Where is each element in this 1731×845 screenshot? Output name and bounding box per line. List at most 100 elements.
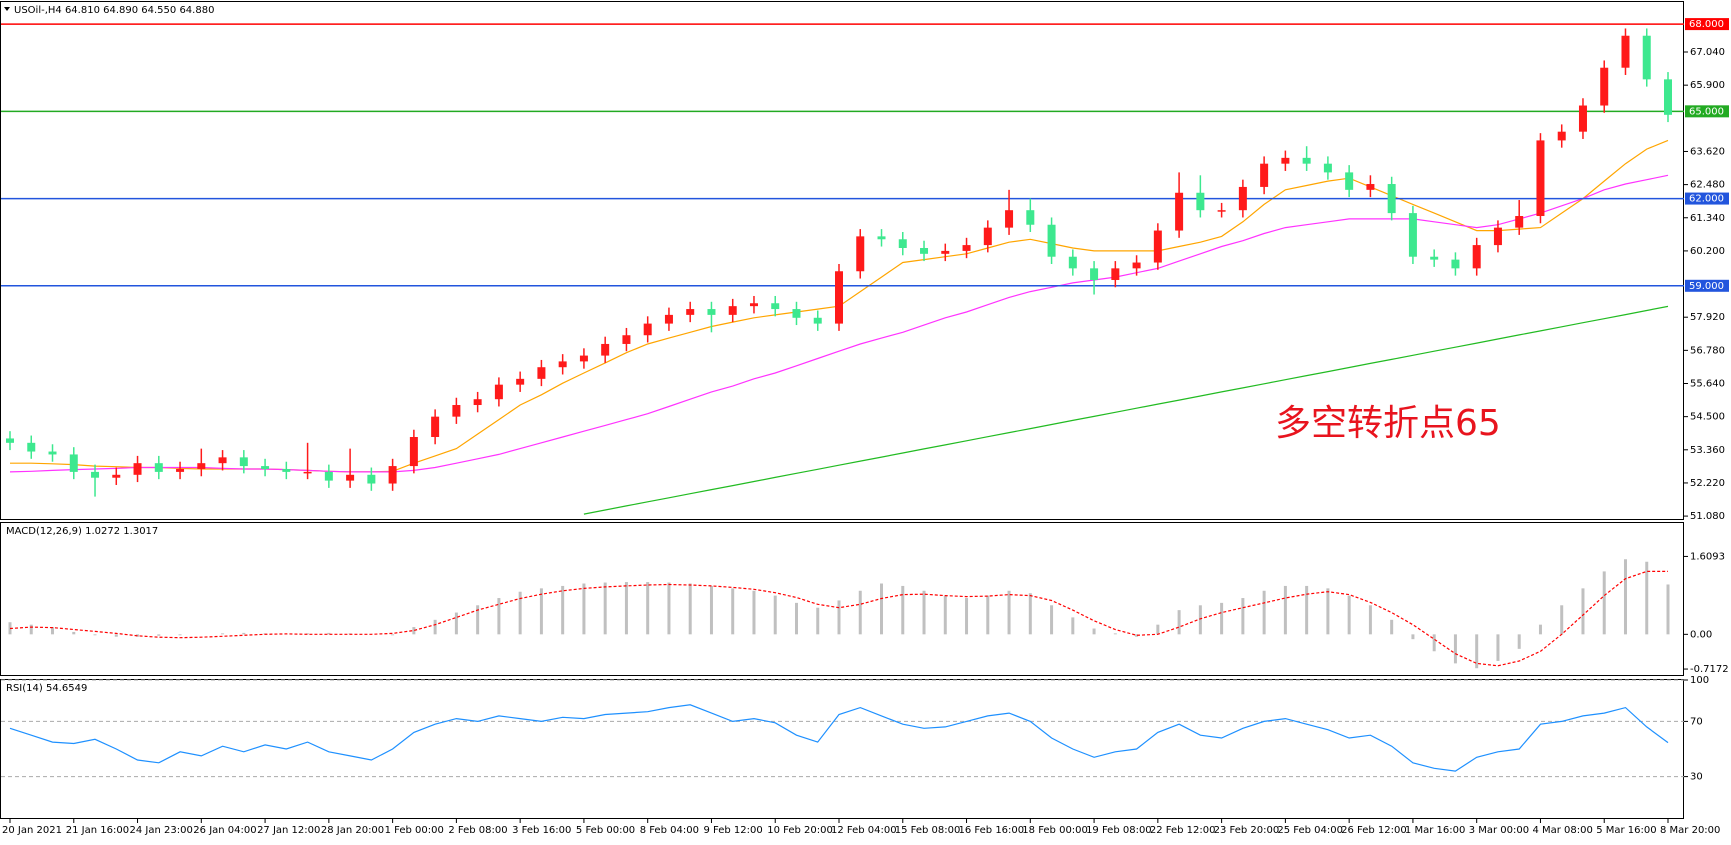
x-tick-label: 15 Feb 08:00: [895, 825, 961, 836]
candle-body: [1664, 79, 1672, 115]
candle-body: [1578, 105, 1587, 132]
candle-body: [1345, 172, 1354, 190]
x-tick-label: 10 Feb 20:00: [767, 825, 833, 836]
macd-panel: [0, 522, 1684, 676]
candle-body: [813, 317, 822, 324]
y-tick-label: 53.360: [1690, 445, 1725, 456]
candle-body: [1557, 131, 1566, 141]
candle-body: [1281, 157, 1290, 164]
candle-body: [176, 468, 185, 472]
y-tick-label: 60.200: [1690, 246, 1725, 257]
signal-line: [9, 570, 1668, 667]
candle-body: [1430, 256, 1439, 260]
candle-body: [1196, 192, 1205, 211]
candle-body: [324, 471, 333, 481]
candle-body: [1536, 140, 1545, 217]
candle-body: [771, 303, 780, 310]
candle-body: [962, 245, 971, 251]
level-label-box: [1685, 105, 1729, 118]
candle-body: [579, 355, 588, 362]
candle-body: [1408, 213, 1417, 257]
candle-body: [856, 236, 865, 272]
menu-arrow: [4, 7, 10, 11]
candle-body: [877, 236, 886, 240]
y-tick-label: 54.500: [1690, 412, 1725, 423]
x-tick-label: 25 Feb 04:00: [1277, 825, 1343, 836]
x-tick-label: 12 Feb 04:00: [831, 825, 897, 836]
x-tick-label: 1 Feb 00:00: [385, 825, 444, 836]
level-label-box: [1685, 18, 1729, 31]
y-tick-label: 63.620: [1690, 146, 1725, 157]
candle-body: [983, 227, 992, 246]
candle-body: [388, 466, 397, 484]
candle-body: [792, 309, 801, 318]
y-tick-label: 70: [1690, 716, 1703, 727]
y-tick-label: 55.640: [1690, 378, 1725, 389]
candle-body: [643, 323, 652, 336]
candle-body: [601, 343, 610, 356]
level-label: 59.000: [1689, 281, 1724, 292]
x-tick-label: 3 Mar 00:00: [1469, 825, 1529, 836]
candle-body: [749, 303, 758, 307]
y-tick-label: 0.00: [1690, 629, 1712, 640]
candle-body: [367, 474, 376, 484]
candle-body: [6, 438, 14, 443]
candle-body: [1642, 35, 1651, 80]
candle-body: [409, 437, 418, 467]
x-tick-label: 26 Jan 04:00: [193, 825, 256, 836]
candle-body: [282, 468, 291, 472]
candle-body: [1387, 184, 1396, 214]
candle-body: [112, 474, 121, 478]
candle-body: [1260, 163, 1269, 187]
candle-body: [1621, 35, 1630, 68]
y-tick-label: 61.340: [1690, 213, 1725, 224]
candle-body: [431, 416, 440, 438]
candle-body: [494, 384, 503, 400]
x-tick-label: 3 Feb 16:00: [512, 825, 571, 836]
candle-body: [303, 471, 312, 474]
candle-body: [1217, 210, 1226, 212]
x-tick-label: 1 Mar 16:00: [1405, 825, 1465, 836]
candle-body: [728, 306, 737, 315]
x-tick-label: 9 Feb 12:00: [703, 825, 762, 836]
y-tick-label: 30: [1690, 772, 1703, 783]
candle-body: [537, 367, 546, 379]
candle-body: [346, 474, 355, 481]
candle-body: [133, 463, 142, 475]
x-tick-label: 21 Jan 16:00: [66, 825, 129, 836]
candle-body: [898, 239, 907, 248]
x-tick-label: 23 Feb 20:00: [1214, 825, 1280, 836]
x-tick-label: 19 Feb 08:00: [1086, 825, 1152, 836]
annotation: 多空转折点65: [1275, 403, 1501, 444]
candle-body: [1026, 210, 1035, 225]
candle-body: [622, 335, 631, 344]
candle-body: [239, 457, 248, 467]
x-tick-label: 16 Feb 16:00: [959, 825, 1025, 836]
candle-body: [1111, 268, 1120, 280]
candle-body: [473, 399, 482, 406]
x-tick-label: 18 Feb 00:00: [1022, 825, 1088, 836]
main-panel: [0, 1, 1684, 520]
x-tick-label: 4 Mar 08:00: [1532, 825, 1592, 836]
y-tick-label: 51.080: [1690, 511, 1725, 522]
x-tick-label: 5 Feb 00:00: [576, 825, 635, 836]
candle-body: [1472, 245, 1481, 269]
candle-body: [1068, 256, 1077, 269]
candle-body: [1090, 268, 1099, 280]
y-tick-label: 56.780: [1690, 345, 1725, 356]
y-tick-label: 52.220: [1690, 478, 1725, 489]
candle-body: [1153, 230, 1162, 263]
candle-body: [1302, 157, 1311, 164]
y-tick-label: 100: [1690, 675, 1709, 686]
candle-body: [154, 463, 163, 472]
moving-average: [583, 305, 1669, 515]
x-tick-label: 2 Feb 08:00: [448, 825, 507, 836]
candle-body: [27, 442, 36, 452]
y-tick-label: 62.480: [1690, 180, 1725, 191]
candle-body: [1238, 186, 1247, 211]
rsi-panel: [0, 679, 1684, 819]
candle-body: [69, 454, 78, 472]
y-tick-label: 65.900: [1690, 80, 1725, 91]
x-tick-label: 5 Mar 16:00: [1596, 825, 1656, 836]
